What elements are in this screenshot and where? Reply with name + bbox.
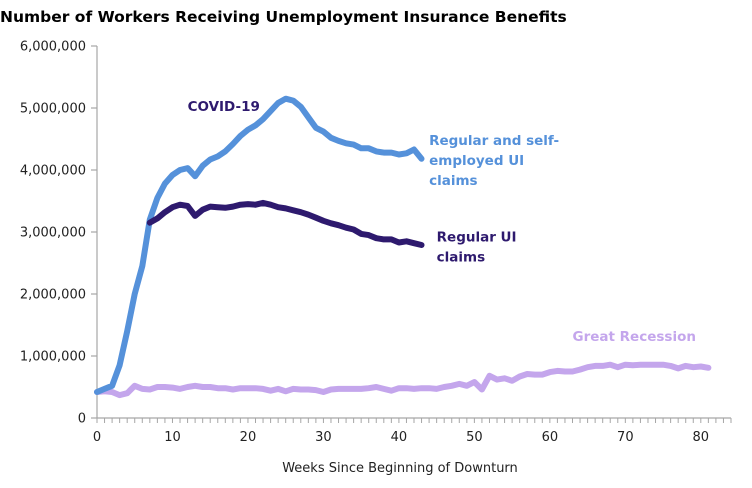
- annotation-line: claims: [429, 173, 477, 189]
- series-line-regular-ui-claims: [146, 199, 425, 248]
- x-tick-label: 50: [466, 430, 483, 445]
- y-tick-label: 2,000,000: [20, 288, 86, 303]
- y-tick-label: 0: [78, 412, 86, 427]
- x-tick-label: 20: [240, 430, 257, 445]
- series-line-great-recession: [94, 361, 712, 399]
- y-tick-label: 6,000,000: [20, 40, 86, 55]
- x-tick-label: 80: [693, 430, 710, 445]
- x-tick-label: 60: [542, 430, 559, 445]
- annotation-line: Great Recession: [573, 329, 696, 345]
- y-tick-label: 3,000,000: [20, 226, 86, 241]
- annotation-label: Regular and self-employed UI claims: [429, 133, 559, 189]
- annotation-line: Regular UI: [437, 229, 517, 245]
- y-axis: 0 1,000,000 2,000,000 3,000,000 4,000,000 5,0…: [20, 40, 98, 427]
- x-tick-label: 40: [391, 430, 408, 445]
- x-tick-label: 10: [164, 430, 181, 445]
- annotation-line: COVID-19: [188, 99, 260, 115]
- annotation-label: Regular UI claims: [437, 229, 517, 265]
- x-tick-label: 70: [617, 430, 634, 445]
- annotation-line: claims: [437, 249, 485, 265]
- x-axis: 0 10 20 30 40 50 60 70 80: [93, 417, 732, 445]
- x-axis-title: Weeks Since Beginning of Downturn: [282, 461, 518, 476]
- y-tick-label: 1,000,000: [20, 350, 86, 365]
- x-tick-label: 30: [315, 430, 332, 445]
- annotation-line: Regular and self-: [429, 133, 559, 149]
- series-line-regular-and-self-employed-ui-claims: [94, 95, 425, 395]
- y-tick-label: 5,000,000: [20, 102, 86, 117]
- series-group: [94, 95, 712, 399]
- y-tick-label: 4,000,000: [20, 164, 86, 179]
- annotation-line: employed UI: [429, 153, 524, 169]
- annotation-label: Great Recession: [573, 329, 696, 345]
- x-tick-label: 0: [93, 430, 101, 445]
- annotation-label: COVID-19: [188, 99, 260, 115]
- chart-title: Number of Workers Receiving Unemployment…: [0, 8, 567, 26]
- annotations: COVID-19 Regular and self-employed UI clai…: [188, 99, 696, 345]
